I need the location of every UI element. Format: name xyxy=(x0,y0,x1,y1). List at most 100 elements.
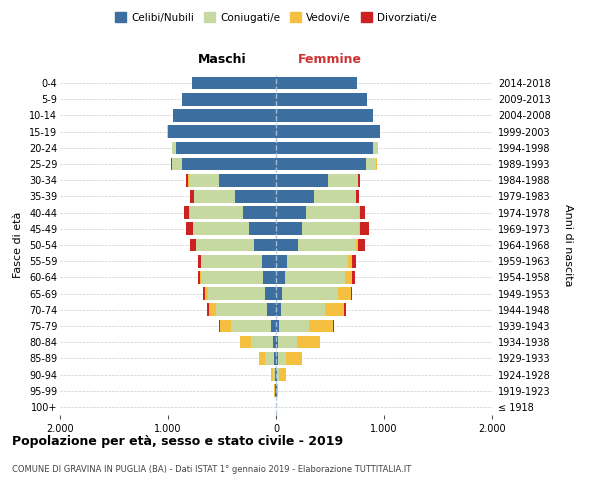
Bar xyxy=(356,238,358,252)
Bar xyxy=(242,206,276,219)
Bar xyxy=(205,288,208,300)
Bar xyxy=(274,352,276,364)
Text: Maschi: Maschi xyxy=(197,53,247,66)
Bar xyxy=(352,255,356,268)
Bar xyxy=(328,174,358,186)
Bar xyxy=(281,304,325,316)
Bar xyxy=(276,77,357,90)
Bar xyxy=(271,320,276,332)
Y-axis label: Fasce di età: Fasce di età xyxy=(13,212,23,278)
Bar xyxy=(276,255,287,268)
Bar xyxy=(360,206,365,219)
Bar xyxy=(277,384,278,397)
Bar xyxy=(271,368,273,381)
Bar xyxy=(278,352,286,364)
Bar xyxy=(338,288,350,300)
Bar xyxy=(325,304,344,316)
Bar xyxy=(168,126,276,138)
Legend: Celibi/Nubili, Coniugati/e, Vedovi/e, Divorziati/e: Celibi/Nubili, Coniugati/e, Vedovi/e, Di… xyxy=(113,10,439,24)
Bar xyxy=(345,271,352,283)
Bar xyxy=(276,222,302,235)
Bar xyxy=(241,336,251,348)
Y-axis label: Anni di nascita: Anni di nascita xyxy=(563,204,573,286)
Bar xyxy=(268,304,276,316)
Bar xyxy=(259,352,265,364)
Bar xyxy=(365,158,376,170)
Bar xyxy=(186,222,193,235)
Bar xyxy=(286,352,302,364)
Bar xyxy=(283,288,338,300)
Bar xyxy=(172,158,182,170)
Bar xyxy=(235,190,276,202)
Bar xyxy=(215,304,268,316)
Bar xyxy=(273,368,275,381)
Bar xyxy=(296,336,320,348)
Bar xyxy=(358,238,365,252)
Bar xyxy=(276,352,278,364)
Bar xyxy=(277,368,279,381)
Bar xyxy=(220,320,230,332)
Bar xyxy=(207,304,209,316)
Bar xyxy=(360,222,369,235)
Bar xyxy=(287,255,349,268)
Bar xyxy=(184,206,190,219)
Bar xyxy=(172,142,176,154)
Bar xyxy=(352,271,355,283)
Bar xyxy=(276,304,281,316)
Bar xyxy=(196,238,254,252)
Bar xyxy=(276,320,279,332)
Text: Popolazione per età, sesso e stato civile - 2019: Popolazione per età, sesso e stato civil… xyxy=(12,435,343,448)
Bar xyxy=(278,336,296,348)
Bar xyxy=(350,288,352,300)
Bar xyxy=(306,206,359,219)
Bar xyxy=(249,222,276,235)
Bar xyxy=(192,77,276,90)
Bar xyxy=(198,271,200,283)
Bar xyxy=(263,271,276,283)
Bar xyxy=(251,336,273,348)
Bar xyxy=(265,288,276,300)
Bar xyxy=(276,271,284,283)
Text: COMUNE DI GRAVINA IN PUGLIA (BA) - Dati ISTAT 1° gennaio 2019 - Elaborazione TUT: COMUNE DI GRAVINA IN PUGLIA (BA) - Dati … xyxy=(12,465,411,474)
Bar xyxy=(182,93,276,106)
Bar xyxy=(310,320,333,332)
Bar xyxy=(276,126,380,138)
Bar xyxy=(279,368,286,381)
Text: Femmine: Femmine xyxy=(298,53,362,66)
Bar xyxy=(171,158,172,170)
Bar xyxy=(182,158,276,170)
Bar xyxy=(276,288,283,300)
Bar xyxy=(276,174,328,186)
Bar xyxy=(284,271,345,283)
Bar xyxy=(186,174,188,186)
Bar xyxy=(276,368,277,381)
Bar xyxy=(190,206,242,219)
Bar xyxy=(200,271,202,283)
Bar xyxy=(302,222,359,235)
Bar xyxy=(279,320,310,332)
Bar xyxy=(208,288,265,300)
Bar xyxy=(359,222,360,235)
Bar xyxy=(190,190,194,202)
Bar xyxy=(358,174,361,186)
Bar xyxy=(276,190,314,202)
Bar xyxy=(314,190,356,202)
Bar xyxy=(188,174,219,186)
Bar xyxy=(276,158,365,170)
Bar xyxy=(230,320,271,332)
Bar xyxy=(176,142,276,154)
Bar xyxy=(276,142,373,154)
Bar xyxy=(209,304,215,316)
Bar xyxy=(202,271,263,283)
Bar xyxy=(276,93,367,106)
Bar xyxy=(202,255,262,268)
Bar xyxy=(219,174,276,186)
Bar xyxy=(349,255,352,268)
Bar xyxy=(265,352,274,364)
Bar xyxy=(276,336,278,348)
Bar xyxy=(262,255,276,268)
Bar xyxy=(273,336,276,348)
Bar xyxy=(275,368,276,381)
Bar xyxy=(173,109,276,122)
Bar xyxy=(276,238,298,252)
